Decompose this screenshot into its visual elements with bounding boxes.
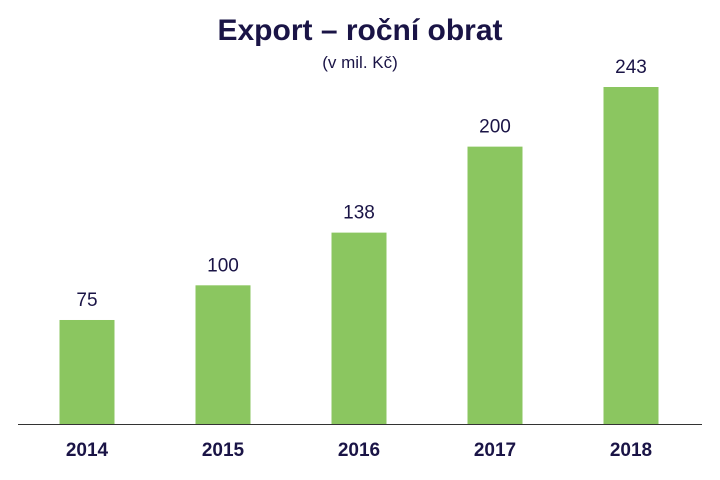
value-label-2017: 200	[479, 117, 511, 138]
bar-2016	[331, 232, 387, 424]
category-label-2014: 2014	[66, 440, 109, 461]
category-label-2018: 2018	[610, 440, 652, 461]
bar-2017	[467, 146, 523, 425]
bar-2018	[603, 87, 659, 424]
category-label-2017: 2017	[474, 440, 516, 461]
category-label-2016: 2016	[338, 440, 380, 461]
value-label-2016: 138	[343, 203, 375, 224]
chart-subtitle: (v mil. Kč)	[322, 53, 398, 72]
value-label-2015: 100	[207, 255, 239, 276]
bar-2014	[59, 319, 115, 424]
chart-title: Export – roční obrat	[217, 14, 503, 47]
value-label-2018: 243	[615, 57, 647, 78]
bar-2015	[195, 285, 251, 424]
category-label-2015: 2015	[202, 440, 245, 461]
value-label-2014: 75	[76, 290, 97, 311]
